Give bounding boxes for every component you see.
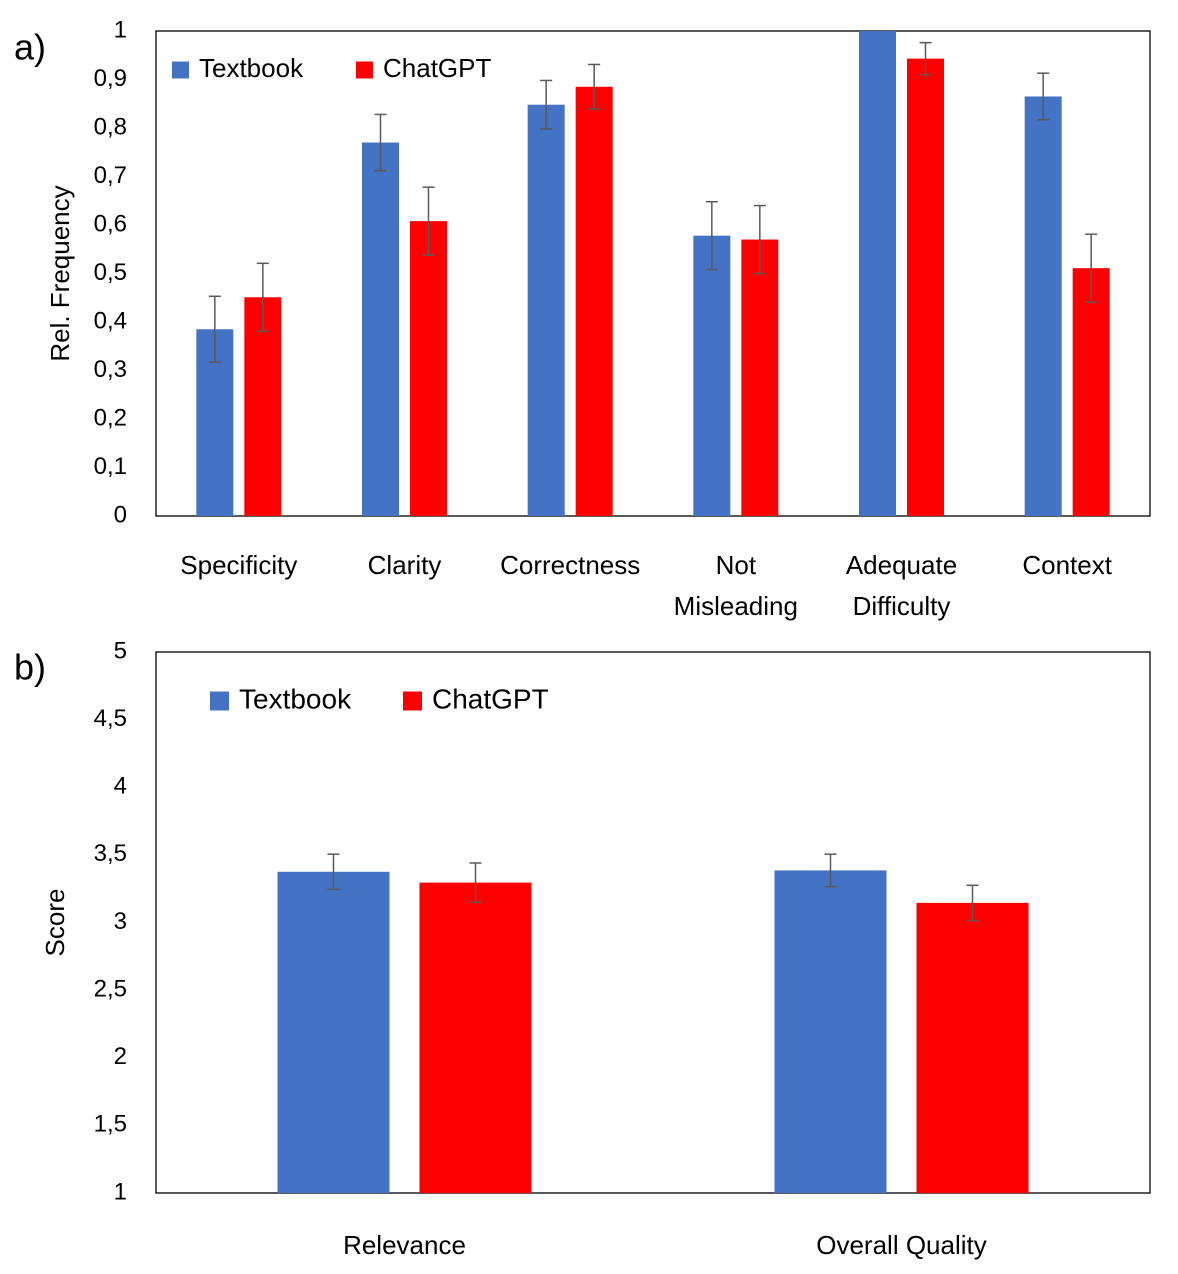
y-tick-label: 1 [114,16,127,43]
chart-panel-b: b) 1 1,5 2 2,5 3 3,5 4 4,5 5 Score Relevance Overall… [14,637,1151,1260]
chart-panel-a: a) 0 0,1 0,2 0,3 0,4 0,5 0,6 0,7 0,8 0,9 1 Rel. Freq… [14,16,1151,621]
x-category-label: Misleading [674,591,798,621]
legend-swatch-textbook [172,61,189,79]
y-tick-label: 3,5 [94,840,127,867]
x-category-label: Overall Quality [816,1230,987,1260]
x-category-label: Not [716,550,757,580]
bar-textbook [774,870,887,1193]
y-tick-label: 0,5 [94,259,127,286]
y-tick-label: 4,5 [94,705,127,732]
y-tick-label: 2,5 [94,975,127,1002]
legend-swatch-textbook [210,691,229,711]
bar-chatgpt [916,902,1029,1193]
bar-chatgpt [907,58,944,517]
x-category-label: Specificity [180,550,297,580]
x-category-label: Adequate [846,550,957,580]
legend-label-chatgpt: ChatGPT [432,683,549,714]
x-category-label: Correctness [500,550,640,580]
plot-frame [155,30,1151,517]
legend-label-textbook: Textbook [239,683,352,714]
y-axis-label: Score [40,889,70,957]
bar-chatgpt [741,239,779,517]
panel-label: b) [14,647,46,688]
legend-swatch-chatgpt [356,61,373,79]
bar-textbook [277,871,390,1193]
y-tick-label: 3 [114,908,127,935]
bar-textbook [693,235,731,517]
y-axis-label: Rel. Frequency [45,185,75,361]
plot-frame [155,651,1151,1194]
legend-label-textbook: Textbook [199,53,304,83]
y-tick-label: 0,8 [94,113,127,140]
y-tick-label: 0,2 [94,404,127,431]
bar-textbook [859,31,896,516]
y-tick-label: 5 [114,637,127,664]
bar-textbook [527,104,565,516]
bar-textbook [1024,96,1062,516]
y-tick-label: 2 [114,1043,127,1070]
y-tick-label: 4 [114,773,127,800]
y-tick-label: 0,9 [94,65,127,92]
bar-chatgpt [575,86,613,517]
x-category-label: Difficulty [853,591,951,621]
legend-label-chatgpt: ChatGPT [383,53,491,83]
legend-swatch-chatgpt [403,691,422,711]
x-category-label: Context [1022,550,1112,580]
y-tick-label: 0,3 [94,356,127,383]
y-tick-label: 0,1 [94,453,127,480]
bar-chatgpt [410,221,447,516]
y-tick-label: 1,5 [94,1111,127,1138]
y-tick-label: 0,6 [94,210,127,237]
bar-chatgpt [244,297,282,516]
x-category-label: Relevance [343,1230,466,1260]
y-tick-label: 0,4 [94,307,127,334]
y-tick-label: 0 [114,501,127,528]
bar-chatgpt [419,882,532,1193]
bar-chatgpt [1072,268,1110,516]
panel-label: a) [14,27,46,68]
y-tick-label: 0,7 [94,162,127,189]
bar-textbook [362,142,399,517]
x-category-label: Clarity [368,550,442,580]
y-tick-label: 1 [114,1178,127,1205]
